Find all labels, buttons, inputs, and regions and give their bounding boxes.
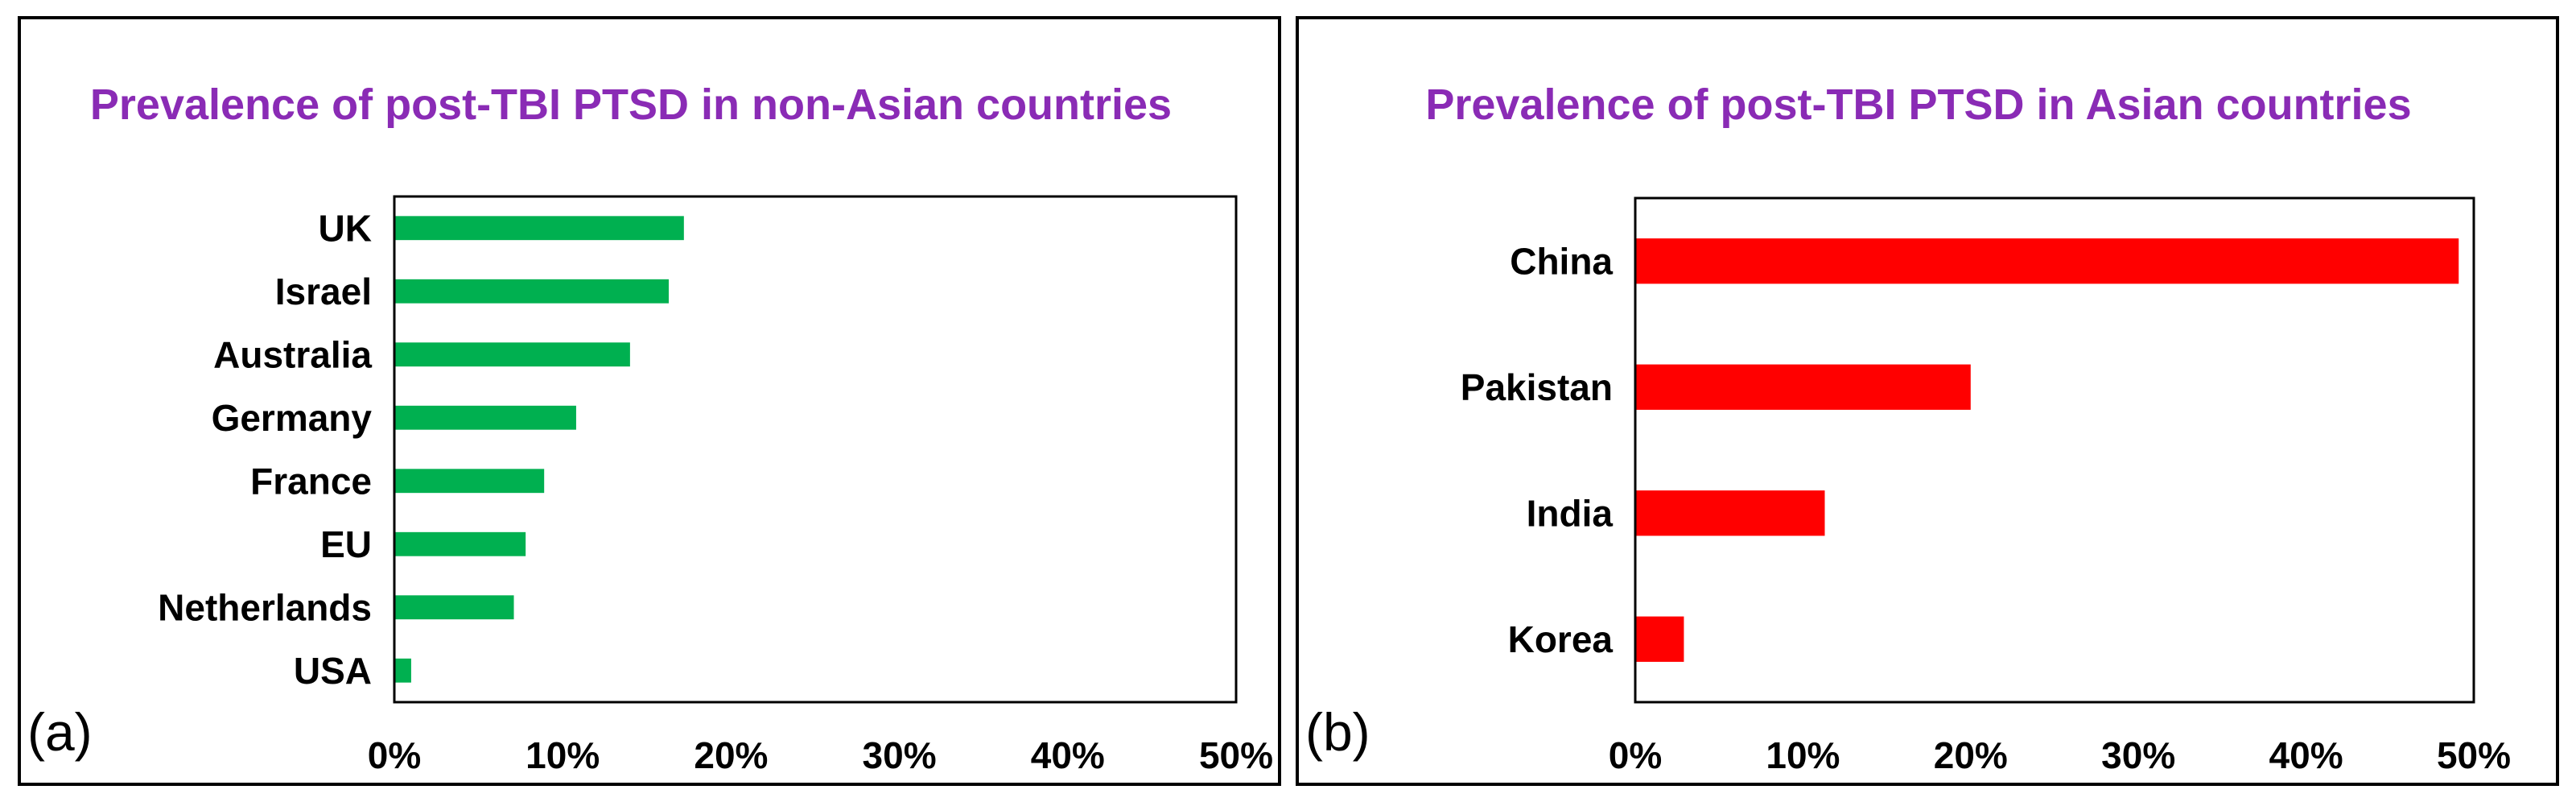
category-label: India <box>1527 492 1614 534</box>
category-label: Korea <box>1508 618 1614 660</box>
bar-india <box>1636 490 1825 536</box>
category-label: China <box>1510 240 1613 282</box>
bar-uk <box>395 216 684 241</box>
bar-netherlands <box>395 595 514 620</box>
x-tick-label: 40% <box>1031 734 1105 776</box>
bar-china <box>1636 238 2459 284</box>
x-tick-label: 10% <box>1766 734 1840 776</box>
x-tick-label: 0% <box>368 734 421 776</box>
chart-a-x-tick-labels: 0% 10% 20% 30% 40% 50% <box>368 734 1273 776</box>
category-label: Germany <box>212 397 373 439</box>
x-tick-label: 50% <box>1199 734 1273 776</box>
bar-israel <box>395 279 669 304</box>
category-label: France <box>250 460 372 502</box>
category-label: Israel <box>275 271 372 312</box>
bar-france <box>395 469 545 494</box>
x-tick-label: 0% <box>1609 734 1662 776</box>
chart-b-plot-area <box>1634 196 2475 704</box>
bar-germany <box>395 405 576 430</box>
chart-a-svg: Prevalence of post-TBI PTSD in non-Asian… <box>27 81 1273 776</box>
category-label: UK <box>319 207 372 249</box>
x-tick-label: 40% <box>2269 734 2343 776</box>
chart-b-category-labels: China Pakistan India Korea <box>1461 240 1614 660</box>
chart-a-category-labels: UK Israel Australia Germany France EU Netherla… <box>158 207 372 692</box>
bar-australia <box>395 342 630 367</box>
x-tick-label: 30% <box>863 734 937 776</box>
chart-a-title: Prevalence of post-TBI PTSD in non-Asian… <box>90 81 1172 129</box>
chart-b-svg: Prevalence of post-TBI PTSD in Asian cou… <box>1305 81 2511 776</box>
chart-a-panel-label: (a) <box>27 702 93 762</box>
chart-b-panel-label: (b) <box>1305 702 1370 762</box>
x-tick-label: 20% <box>694 734 768 776</box>
x-tick-label: 30% <box>2101 734 2175 776</box>
x-tick-label: 50% <box>2437 734 2511 776</box>
x-tick-label: 10% <box>526 734 600 776</box>
bar-korea <box>1636 616 1684 662</box>
category-label: EU <box>320 523 372 565</box>
chart-panel-a: Prevalence of post-TBI PTSD in non-Asian… <box>18 16 1281 786</box>
chart-b-title: Prevalence of post-TBI PTSD in Asian cou… <box>1425 81 2411 129</box>
chart-a-bars <box>395 216 684 683</box>
category-label: Netherlands <box>158 586 372 628</box>
chart-a-plot-area <box>393 195 1238 704</box>
x-tick-label: 20% <box>1934 734 2008 776</box>
bar-eu <box>395 531 526 556</box>
category-label: Pakistan <box>1461 366 1613 408</box>
category-label: Australia <box>213 333 372 375</box>
chart-b-bars <box>1636 238 2459 662</box>
category-label: USA <box>294 650 372 692</box>
chart-panel-b: Prevalence of post-TBI PTSD in Asian cou… <box>1296 16 2559 786</box>
bar-pakistan <box>1636 364 1971 410</box>
chart-b-x-tick-labels: 0% 10% 20% 30% 40% 50% <box>1609 734 2511 776</box>
bar-usa <box>395 658 411 683</box>
